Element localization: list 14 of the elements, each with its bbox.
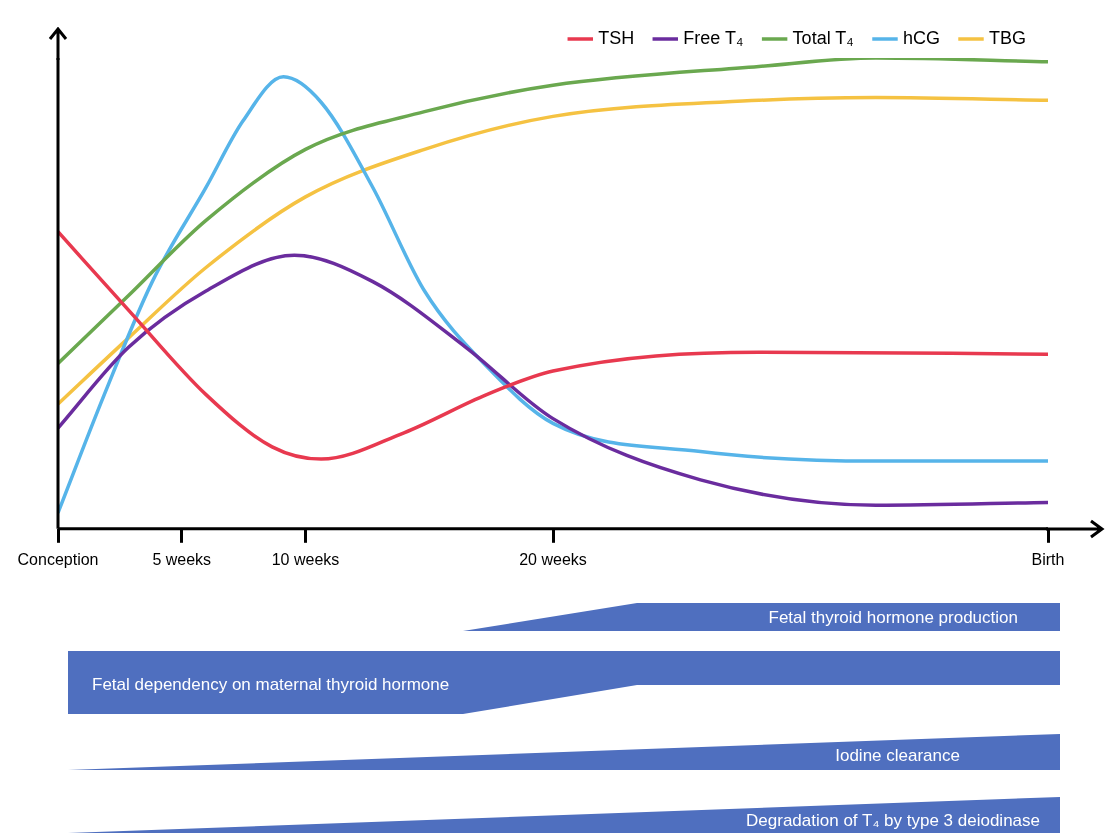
text: Degradation of T₄ by type 3 deiodinase <box>746 811 1040 831</box>
legend-label: hCG <box>902 27 940 48</box>
x-tick-label: 20 weeks <box>519 550 587 568</box>
legend-label: Free T₄ <box>683 27 744 48</box>
text: Fetal thyroid hormone production <box>768 608 1018 628</box>
x-tick-label: Conception <box>17 550 99 568</box>
text: Fetal dependency on maternal thyroid hormone <box>92 675 450 695</box>
legend-label: Total T₄ <box>792 27 854 48</box>
x-tick-label: 10 weeks <box>271 550 340 568</box>
x-tick-label: 5 weeks <box>152 550 212 568</box>
x-tick-label: Birth <box>1031 550 1065 568</box>
legend-label: TBG <box>989 27 1027 48</box>
text: Iodine clearance <box>835 746 960 766</box>
legend-label: TSH <box>598 27 635 48</box>
